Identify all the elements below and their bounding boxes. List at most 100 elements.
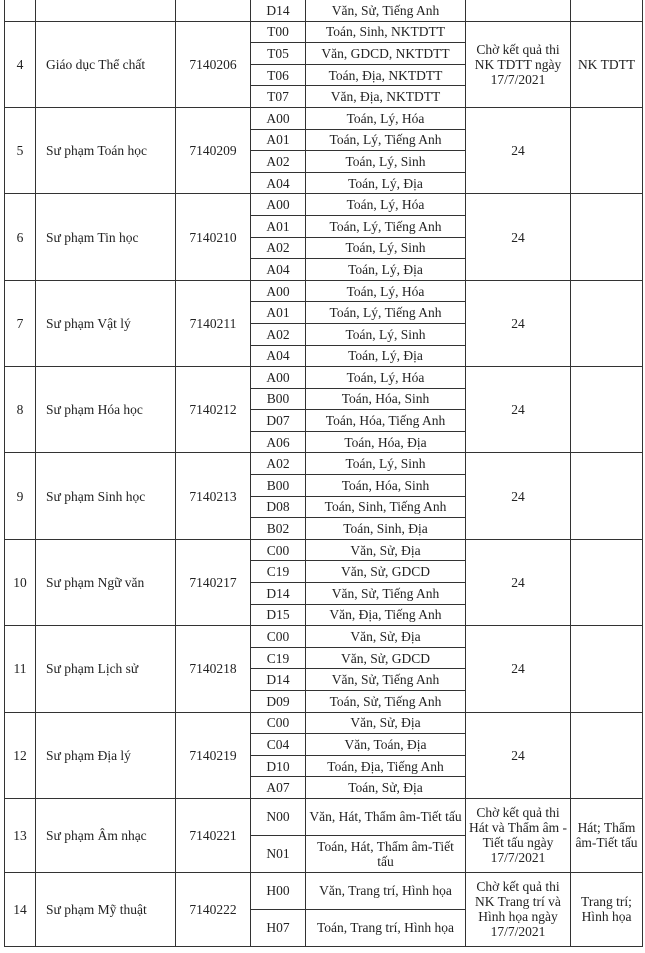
- aptitude-note: [570, 452, 643, 540]
- table-row: 10 Sư phạm Ngữ văn 7140217 C00 Văn, Sử, Địa 2…: [4, 538, 643, 627]
- aptitude-note: [570, 625, 643, 713]
- program-code: 7140212: [175, 366, 251, 454]
- combo-subjects: Toán, Lý, Tiếng Anh: [305, 214, 466, 238]
- combo-subjects: Văn, Sử, GDCD: [305, 560, 466, 584]
- table-row: 11 Sư phạm Lịch sử 7140218 C00 Văn, Sử, Địa 2…: [4, 625, 643, 713]
- table-subrow: A02 Toán, Lý, Sinh: [5, 236, 643, 260]
- combo-subjects: Toán, Lý, Sinh: [305, 452, 466, 476]
- program-name: Sư phạm Vật lý: [35, 279, 176, 368]
- combo-code: C04: [250, 733, 306, 756]
- combo-subjects: Toán, Lý, Sinh: [305, 150, 466, 173]
- combo-subjects: Văn, Sử, Tiếng Anh: [305, 0, 466, 22]
- combo-code: A04: [250, 258, 306, 281]
- table-subrow: T07 Văn, Địa, NKTDTT: [5, 85, 643, 108]
- table-subrow: C19 Văn, Sử, GDCD: [5, 560, 643, 584]
- combo-subjects: Toán, Lý, Hóa: [305, 106, 466, 130]
- combo-subjects: Toán, Trang trí, Hình họa: [305, 908, 466, 947]
- table-subrow: A04 Toán, Lý, Địa: [5, 171, 643, 195]
- combo-code: A01: [250, 301, 306, 324]
- combo-code: A02: [250, 150, 306, 173]
- min-score: Chờ kết quả thi NK Trang trí và Hình họa…: [465, 871, 571, 947]
- table-subrow: D09 Toán, Sử, Tiếng Anh: [5, 690, 643, 713]
- combo-subjects: Toán, Sinh, Địa: [305, 517, 466, 540]
- aptitude-note: [570, 279, 643, 368]
- combo-code: T00: [250, 20, 306, 44]
- table-row: 14 Sư phạm Mỹ thuật 7140222 H00 Văn, Trang t…: [4, 871, 643, 947]
- combo-code: A01: [250, 214, 306, 238]
- min-score: Chờ kết quả thi Hát và Thẩm âm - Tiết tấ…: [465, 797, 571, 873]
- program-name: Sư phạm Toán học: [35, 106, 176, 195]
- combo-subjects: Toán, Sinh, Tiếng Anh: [305, 495, 466, 519]
- combo-subjects: Toán, Lý, Địa: [305, 258, 466, 281]
- row-number: 7: [4, 279, 36, 368]
- combo-subjects: Toán, Hát, Thẩm âm-Tiết tấu: [305, 834, 466, 873]
- row-number: 6: [4, 193, 36, 281]
- combo-code: D14: [250, 668, 306, 691]
- combo-code: N01: [250, 834, 306, 873]
- combo-code: A00: [250, 193, 306, 216]
- program-name: Sư phạm Sinh học: [35, 452, 176, 540]
- combo-code: H07: [250, 908, 306, 947]
- combo-subjects: Toán, Lý, Tiếng Anh: [305, 128, 466, 152]
- table-row: 13 Sư phạm Âm nhạc 7140221 N00 Văn, Hát, Thẩ…: [4, 797, 643, 873]
- table-subrow: A02 Toán, Lý, Sinh: [5, 322, 643, 346]
- aptitude-note: [570, 711, 643, 799]
- combo-subjects: Toán, Hóa, Tiếng Anh: [305, 409, 466, 432]
- combo-subjects: Toán, Lý, Sinh: [305, 322, 466, 346]
- combo-subjects: Toán, Sinh, NKTDTT: [305, 20, 466, 44]
- table-subrow: A02 Toán, Lý, Sinh: [5, 150, 643, 173]
- combo-subjects: Toán, Lý, Hóa: [305, 193, 466, 216]
- combo-subjects: Văn, Sử, Địa: [305, 625, 466, 648]
- combo-code: A00: [250, 366, 306, 389]
- table-subrow: B02 Toán, Sinh, Địa: [5, 517, 643, 540]
- program-code: 7140217: [175, 538, 251, 627]
- combo-subjects: Văn, GDCD, NKTDTT: [305, 42, 466, 65]
- row-number: 5: [4, 106, 36, 195]
- combo-code: A07: [250, 776, 306, 799]
- combo-code: T07: [250, 85, 306, 108]
- combo-code: A00: [250, 106, 306, 130]
- table-row: D14 Văn, Sử, Tiếng Anh: [4, 0, 643, 22]
- combo-subjects: Toán, Lý, Sinh: [305, 236, 466, 260]
- combo-subjects: Văn, Sử, Tiếng Anh: [305, 582, 466, 605]
- program-code: 7140218: [175, 625, 251, 713]
- table-row: 6 Sư phạm Tin học 7140210 A00 Toán, Lý, Hóa 2…: [4, 193, 643, 281]
- combo-subjects: Toán, Địa, NKTDTT: [305, 63, 466, 87]
- combo-code: A02: [250, 452, 306, 476]
- aptitude-note: NK TDTT: [570, 20, 643, 108]
- combo-code: A06: [250, 430, 306, 454]
- row-number: 10: [4, 538, 36, 627]
- aptitude-note: Trang trí; Hình họa: [570, 871, 643, 947]
- min-score: 24: [465, 625, 571, 713]
- table-subrow: D14 Văn, Sử, Tiếng Anh: [5, 668, 643, 691]
- combo-subjects: Toán, Sử, Tiếng Anh: [305, 690, 466, 713]
- combo-code: C19: [250, 646, 306, 670]
- combo-subjects: Toán, Hóa, Sinh: [305, 387, 466, 411]
- aptitude-note: [570, 366, 643, 454]
- program-code: 7140222: [175, 871, 251, 947]
- combo-code: D07: [250, 409, 306, 432]
- program-name: Giáo dục Thể chất: [35, 20, 176, 108]
- program-name: Sư phạm Địa lý: [35, 711, 176, 799]
- program-code: [175, 0, 251, 22]
- program-name: Sư phạm Lịch sử: [35, 625, 176, 713]
- combo-code: B00: [250, 387, 306, 411]
- combo-subjects: Văn, Sử, Địa: [305, 538, 466, 562]
- table-subrow: B00 Toán, Hóa, Sinh: [5, 387, 643, 411]
- table-row: 7 Sư phạm Vật lý 7140211 A00 Toán, Lý, Hóa 24: [4, 279, 643, 368]
- table-subrow: C04 Văn, Toán, Địa: [5, 733, 643, 756]
- table-subrow: H07 Toán, Trang trí, Hình họa: [5, 908, 643, 947]
- combo-code: T06: [250, 63, 306, 87]
- combo-code: A00: [250, 279, 306, 303]
- combo-code: N00: [250, 797, 306, 836]
- program-code: 7140219: [175, 711, 251, 799]
- table-subrow: A07 Toán, Sử, Địa: [5, 776, 643, 799]
- table-subrow: A04 Toán, Lý, Địa: [5, 258, 643, 281]
- combo-code: A02: [250, 322, 306, 346]
- combo-subjects: Toán, Hóa, Địa: [305, 430, 466, 454]
- row-number: 13: [4, 797, 36, 873]
- combo-subjects: Văn, Địa, Tiếng Anh: [305, 603, 466, 627]
- min-score: 24: [465, 106, 571, 195]
- row-number: 4: [4, 20, 36, 108]
- min-score: 24: [465, 452, 571, 540]
